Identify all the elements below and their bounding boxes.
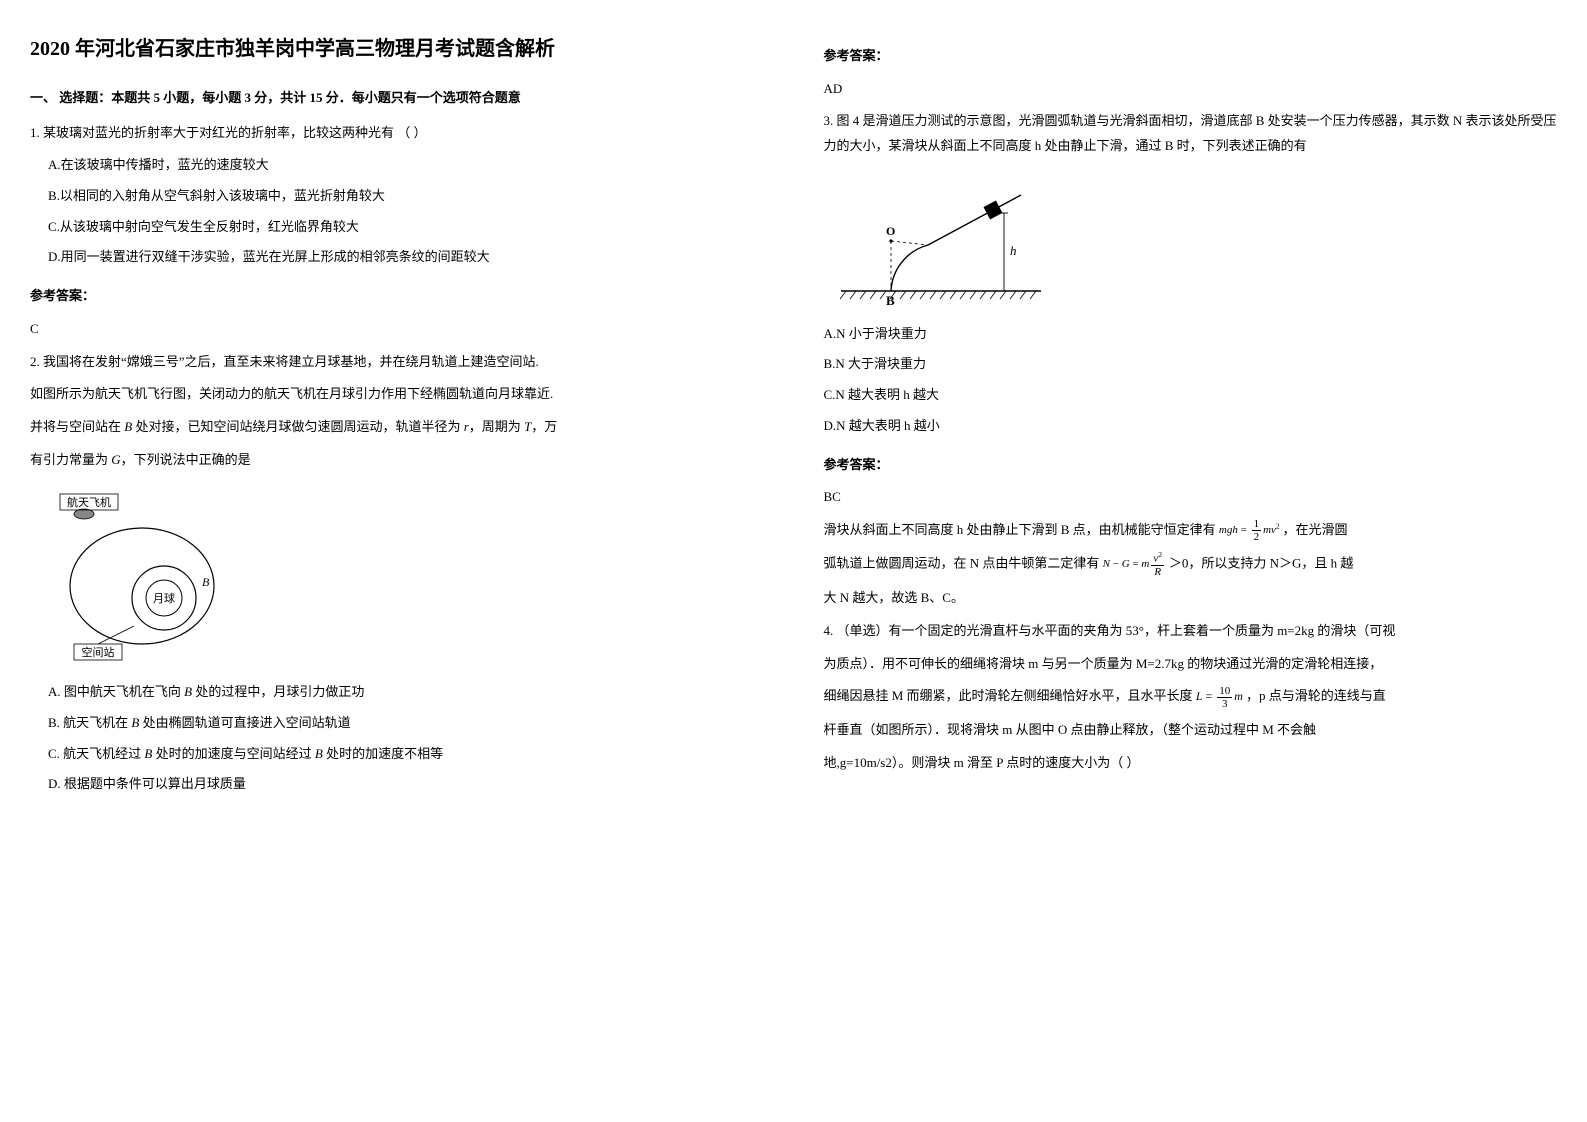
q2-option-d: D. 根据题中条件可以算出月球质量	[48, 772, 764, 797]
label-b-point: B	[202, 575, 210, 589]
q2-option-b: B. 航天飞机在 B 处由椭圆轨道可直接进入空间站轨道	[48, 711, 764, 736]
q3-option-a: A.N 小于滑块重力	[824, 322, 1558, 347]
left-column: 2020 年河北省石家庄市独羊岗中学高三物理月考试题含解析 一、 选择题：本题共…	[30, 30, 764, 803]
q1-option-a: A.在该玻璃中传播时，蓝光的速度较大	[48, 153, 764, 178]
answer-label-1: 参考答案：	[30, 284, 764, 309]
question-2-line4: 有引力常量为 G，下列说法中正确的是	[30, 448, 764, 473]
label-station: 空间站	[82, 645, 115, 659]
answer-label-3: 参考答案：	[824, 453, 1558, 478]
question-2-line3: 并将与空间站在 B 处对接，已知空间站绕月球做匀速圆周运动，轨道半径为 r，周期…	[30, 415, 764, 440]
question-2-line2: 如图所示为航天飞机飞行图，关闭动力的航天飞机在月球引力作用下经椭圆轨道向月球靠近…	[30, 382, 764, 407]
q3-explain-3: 大 N 越大，故选 B、C。	[824, 586, 1558, 611]
label-h: h	[1010, 243, 1017, 258]
q3-answer: BC	[824, 485, 1558, 510]
q2-option-a: A. 图中航天飞机在飞向 B 处的过程中，月球引力做正功	[48, 680, 764, 705]
formula-L: L = 103m	[1196, 689, 1246, 703]
formula-newton2: N − G = mv2R	[1103, 558, 1169, 570]
q2-answer: AD	[824, 77, 1558, 102]
question-4-line2: 为质点）．用不可伸长的细绳将滑块 m 与另一个质量为 M=2.7kg 的物块通过…	[824, 652, 1558, 677]
label-moon: 月球	[153, 591, 175, 605]
q3-option-b: B.N 大于滑块重力	[824, 352, 1558, 377]
question-4-line4: 杆垂直（如图所示）．现将滑块 m 从图中 O 点由静止释放，（整个运动过程中 M…	[824, 718, 1558, 743]
exam-title: 2020 年河北省石家庄市独羊岗中学高三物理月考试题含解析	[30, 30, 764, 68]
q1-option-d: D.用同一装置进行双缝干涉实验，蓝光在光屏上形成的相邻亮条纹的间距较大	[48, 245, 764, 270]
q1-option-c: C.从该玻璃中射向空气发生全反射时，红光临界角较大	[48, 215, 764, 240]
question-3-stem: 3. 图 4 是滑道压力测试的示意图，光滑圆弧轨道与光滑斜面相切，滑道底部 B …	[824, 109, 1558, 158]
q3-diagram-svg: O h B	[836, 173, 1056, 308]
formula-energy: mgh = 12mv2	[1219, 524, 1283, 536]
label-B: B	[886, 293, 895, 308]
q1-answer: C	[30, 317, 764, 342]
q1-option-b: B.以相同的入射角从空气斜射入该玻璃中，蓝光折射角较大	[48, 184, 764, 209]
question-4-line3: 细绳因悬挂 M 而绷紧，此时滑轮左侧细绳恰好水平，且水平长度 L = 103m …	[824, 684, 1558, 710]
q3-figure: O h B	[836, 173, 1558, 308]
label-spacecraft: 航天飞机	[67, 495, 111, 509]
question-1-stem: 1. 某玻璃对蓝光的折射率大于对红光的折射率，比较这两种光有 （ ）	[30, 121, 764, 146]
answer-label-2: 参考答案：	[824, 44, 1558, 69]
right-column: 参考答案： AD 3. 图 4 是滑道压力测试的示意图，光滑圆弧轨道与光滑斜面相…	[824, 30, 1558, 803]
q3-explain-1: 滑块从斜面上不同高度 h 处由静止下滑到 B 点，由机械能守恒定律有 mgh =…	[824, 518, 1558, 544]
q3-explain-2: 弧轨道上做圆周运动，在 N 点由牛顿第二定律有 N − G = mv2R ＞0，…	[824, 551, 1558, 578]
q2-figure: 航天飞机 月球 B 空间站	[42, 486, 764, 666]
question-2-line1: 2. 我国将在发射“嫦娥三号”之后，直至未来将建立月球基地，并在绕月轨道上建造空…	[30, 350, 764, 375]
q3-option-c: C.N 越大表明 h 越大	[824, 383, 1558, 408]
label-O: O	[886, 224, 895, 238]
q3-option-d: D.N 越大表明 h 越小	[824, 414, 1558, 439]
question-4-line5: 地,g=10m/s2）。则滑块 m 滑至 P 点时的速度大小为（ ）	[824, 751, 1558, 776]
question-4-line1: 4. （单选）有一个固定的光滑直杆与水平面的夹角为 53°，杆上套着一个质量为 …	[824, 619, 1558, 644]
q2-option-c: C. 航天飞机经过 B 处时的加速度与空间站经过 B 处时的加速度不相等	[48, 742, 764, 767]
section-1-header: 一、 选择题：本题共 5 小题，每小题 3 分，共计 15 分．每小题只有一个选…	[30, 86, 764, 111]
q2-diagram-svg: 航天飞机 月球 B 空间站	[42, 486, 232, 666]
var-G: G	[111, 452, 120, 467]
